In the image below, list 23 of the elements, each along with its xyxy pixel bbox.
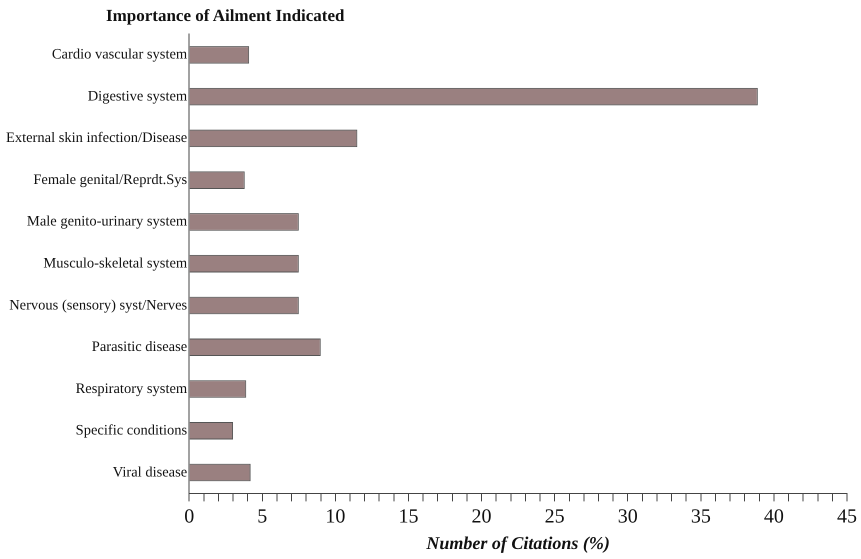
y-tick-label: Respiratory system xyxy=(76,380,188,397)
x-tick-label: 15 xyxy=(398,506,418,528)
x-tick-label: 30 xyxy=(618,506,638,528)
y-tick-label: Male genito-urinary system xyxy=(26,214,188,230)
y-tick-label: Viral disease xyxy=(112,464,188,480)
y-tick-label: Cardio vascular system xyxy=(52,46,188,63)
x-axis-title: Number of Citations (%) xyxy=(425,532,610,553)
x-tick-label: 5 xyxy=(257,506,268,528)
y-tick-label: Musculo-skeletal system xyxy=(43,256,188,272)
x-tick-label: 40 xyxy=(764,506,784,528)
y-tick-label: Digestive system xyxy=(88,88,188,104)
y-tick-label: Female genital/Reprdt.Sys xyxy=(33,172,188,188)
y-tick-label: Nervous (sensory) syst/Nerves xyxy=(9,297,188,314)
x-tick-label: 45 xyxy=(837,506,857,528)
x-tick-label: 0 xyxy=(184,506,194,528)
x-tick-label: 35 xyxy=(690,506,711,528)
y-tick-label: External skin infection/Disease xyxy=(6,130,188,146)
chart-title: Importance of Ailment Indicated xyxy=(106,6,344,26)
x-tick-label: 20 xyxy=(472,506,492,528)
y-tick-label: Specific conditions xyxy=(76,422,188,439)
x-tick-label: 25 xyxy=(544,506,565,528)
y-tick-label: Parasitic disease xyxy=(92,339,188,356)
x-tick-label: 10 xyxy=(325,506,346,528)
